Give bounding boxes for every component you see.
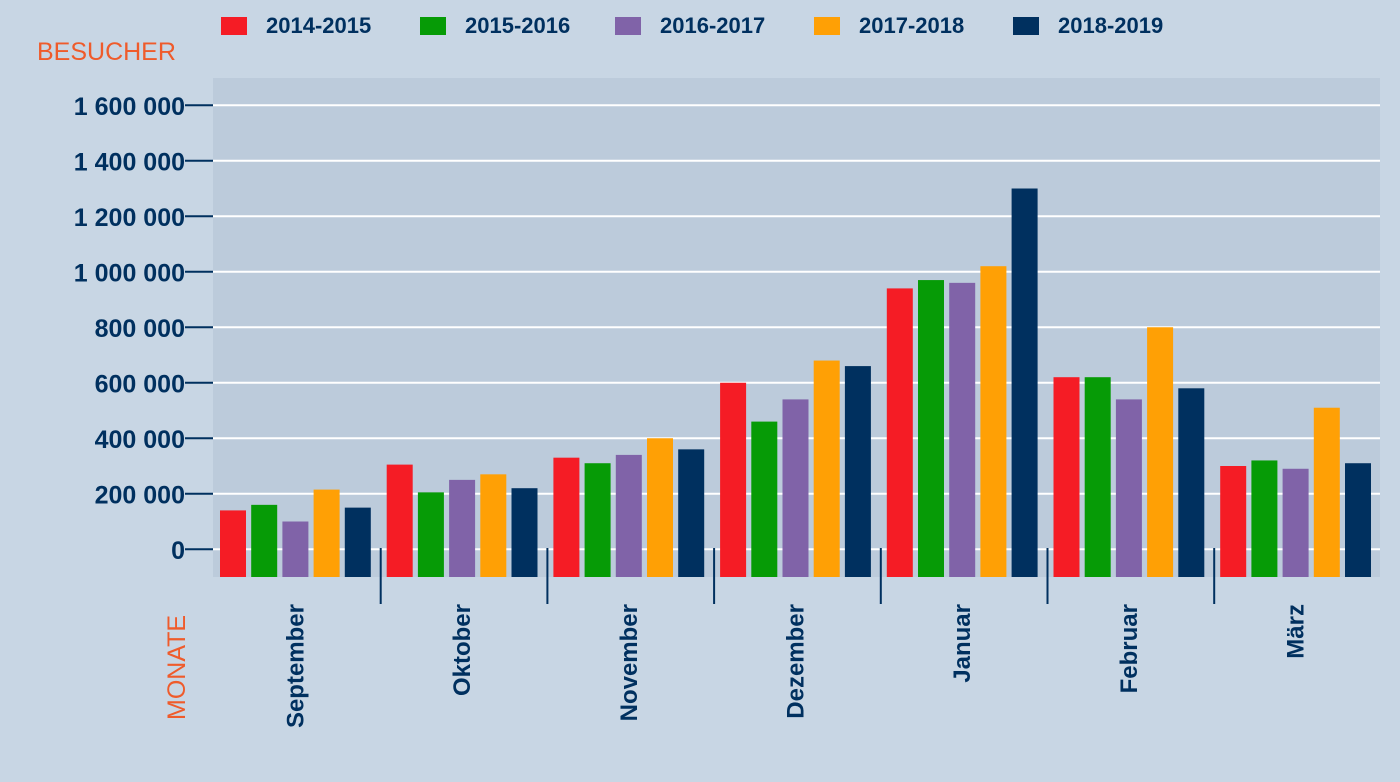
bar — [1313, 407, 1340, 577]
category-label: November — [616, 604, 643, 721]
y-tick-label: 200 000 — [95, 482, 185, 510]
bar — [980, 266, 1007, 577]
legend-swatch — [1013, 17, 1039, 35]
category-label: September — [282, 604, 309, 728]
category-label: März — [1283, 604, 1310, 659]
bar — [1115, 399, 1142, 577]
bar — [417, 492, 444, 577]
legend-swatch — [814, 17, 840, 35]
bar — [344, 507, 371, 577]
category-label: Februar — [1116, 604, 1143, 693]
bar — [844, 366, 871, 577]
bar — [615, 454, 642, 577]
bar — [1220, 466, 1247, 577]
bar — [1147, 327, 1174, 577]
bar — [886, 288, 913, 577]
bar — [1251, 460, 1278, 577]
bar — [918, 280, 944, 577]
legend-swatch — [221, 17, 247, 35]
y-tick-label: 1 200 000 — [74, 204, 185, 232]
bars — [220, 188, 1371, 577]
bar — [251, 504, 278, 577]
bar — [782, 399, 809, 577]
category-label: Dezember — [783, 604, 810, 719]
bar — [584, 463, 611, 577]
category-label: Januar — [949, 604, 976, 683]
legend-label: 2017-2018 — [859, 13, 964, 38]
legend-label: 2018-2019 — [1058, 13, 1163, 38]
y-tick-label: 1 000 000 — [74, 260, 185, 288]
bar — [1345, 463, 1371, 577]
bar — [1282, 468, 1309, 577]
bar — [386, 464, 413, 577]
bar — [1053, 377, 1080, 577]
legend-label: 2016-2017 — [660, 13, 765, 38]
legend-swatch — [420, 17, 446, 35]
bar — [1011, 188, 1038, 577]
legend-label: 2015-2016 — [465, 13, 570, 38]
x-axis-categories: September Oktober November Dezember Januar Fe… — [282, 548, 1310, 728]
y-axis-title: BESUCHER — [37, 38, 176, 66]
bar — [480, 474, 507, 577]
bar — [1084, 377, 1111, 577]
bar — [220, 510, 246, 577]
bar — [1178, 388, 1205, 577]
legend-swatch — [615, 17, 641, 35]
y-tick-label: 1 600 000 — [74, 93, 185, 121]
bar — [313, 489, 340, 577]
y-tick-label: 600 000 — [95, 371, 185, 399]
bar — [813, 360, 840, 577]
bar — [720, 382, 747, 577]
bar — [647, 438, 673, 577]
y-tick-label: 400 000 — [95, 426, 185, 454]
legend: 2014-2015 2015-2016 2016-2017 2017-2018 2018… — [221, 13, 1163, 38]
legend-label: 2014-2015 — [266, 13, 371, 38]
x-axis-title: MONATE — [163, 615, 191, 720]
bar — [751, 421, 778, 577]
bar — [449, 479, 476, 577]
bar — [511, 488, 538, 577]
bar — [553, 457, 580, 577]
y-tick-label: 1 400 000 — [74, 149, 185, 177]
bar — [678, 449, 705, 577]
bar — [282, 521, 309, 577]
bar — [949, 282, 976, 577]
category-label: Oktober — [449, 604, 476, 696]
y-axis-ticks: 0 200 000 400 000 600 000 800 000 1 000 000 1 … — [74, 93, 185, 565]
y-tick-label: 0 — [171, 537, 185, 565]
y-tick-label: 800 000 — [95, 315, 185, 343]
